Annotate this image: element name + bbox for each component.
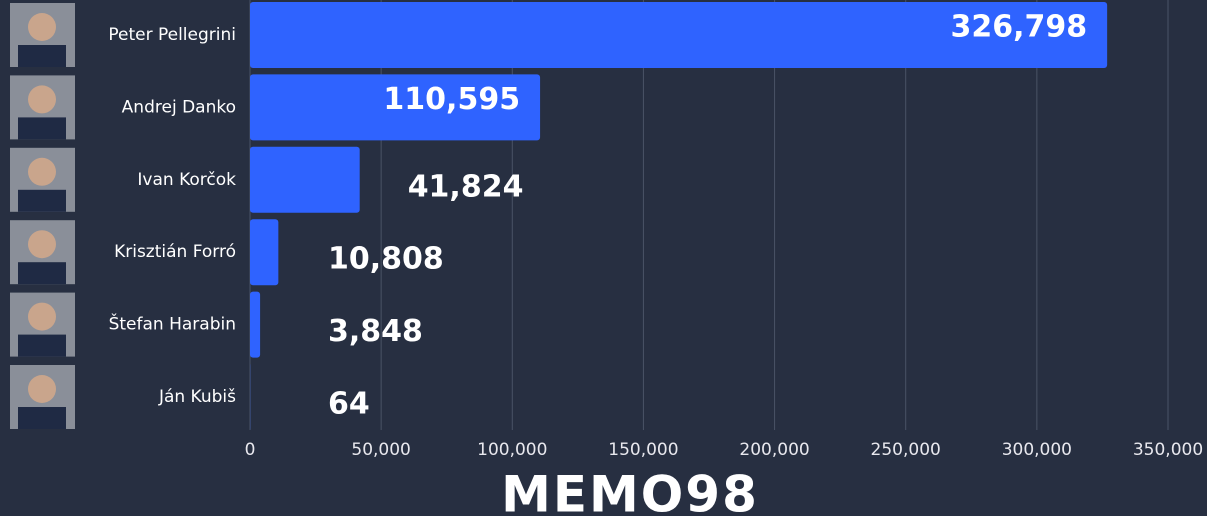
value-label: 3,848 [328, 314, 423, 349]
bar [250, 292, 260, 358]
logo: MEMO98 [501, 466, 759, 516]
photo-head [28, 303, 56, 331]
x-tick-label: 100,000 [477, 440, 547, 460]
value-label: 10,808 [328, 242, 444, 277]
photo-body [18, 262, 66, 284]
category-label: Andrej Danko [122, 97, 236, 117]
x-tick-label: 250,000 [871, 440, 941, 460]
category-label: Ján Kubiš [158, 387, 236, 407]
bar [250, 219, 278, 285]
category-label: Štefan Harabin [109, 313, 236, 335]
x-tick-label: 200,000 [739, 440, 809, 460]
x-tick-label: 50,000 [351, 440, 410, 460]
category-label: Peter Pellegrini [108, 25, 236, 45]
category-label: Ivan Korčok [137, 170, 236, 190]
photo-body [18, 45, 66, 67]
x-tick-label: 350,000 [1133, 440, 1203, 460]
value-label: 41,824 [408, 169, 524, 204]
x-tick-label: 0 [245, 440, 256, 460]
photo-head [28, 13, 56, 41]
photo-head [28, 85, 56, 113]
chart: MEMO98 0 50,000 100,000 150,000 200,000 250,0… [0, 0, 1207, 516]
photo-body [18, 335, 66, 357]
page: {"chart_data": {"type": "hbar", "categor… [0, 0, 1207, 516]
category-label: Krisztián Forró [114, 242, 236, 262]
photo-head [28, 158, 56, 186]
photo-head [28, 230, 56, 258]
x-tick-label: 150,000 [608, 440, 678, 460]
photo-body [18, 117, 66, 139]
photo-body [18, 407, 66, 429]
value-label: 64 [328, 387, 370, 422]
photo-body [18, 190, 66, 212]
x-tick-label: 300,000 [1002, 440, 1072, 460]
value-label: 110,595 [383, 82, 520, 117]
photo-head [28, 375, 56, 403]
bar [250, 147, 360, 213]
value-label: 326,798 [951, 10, 1088, 45]
